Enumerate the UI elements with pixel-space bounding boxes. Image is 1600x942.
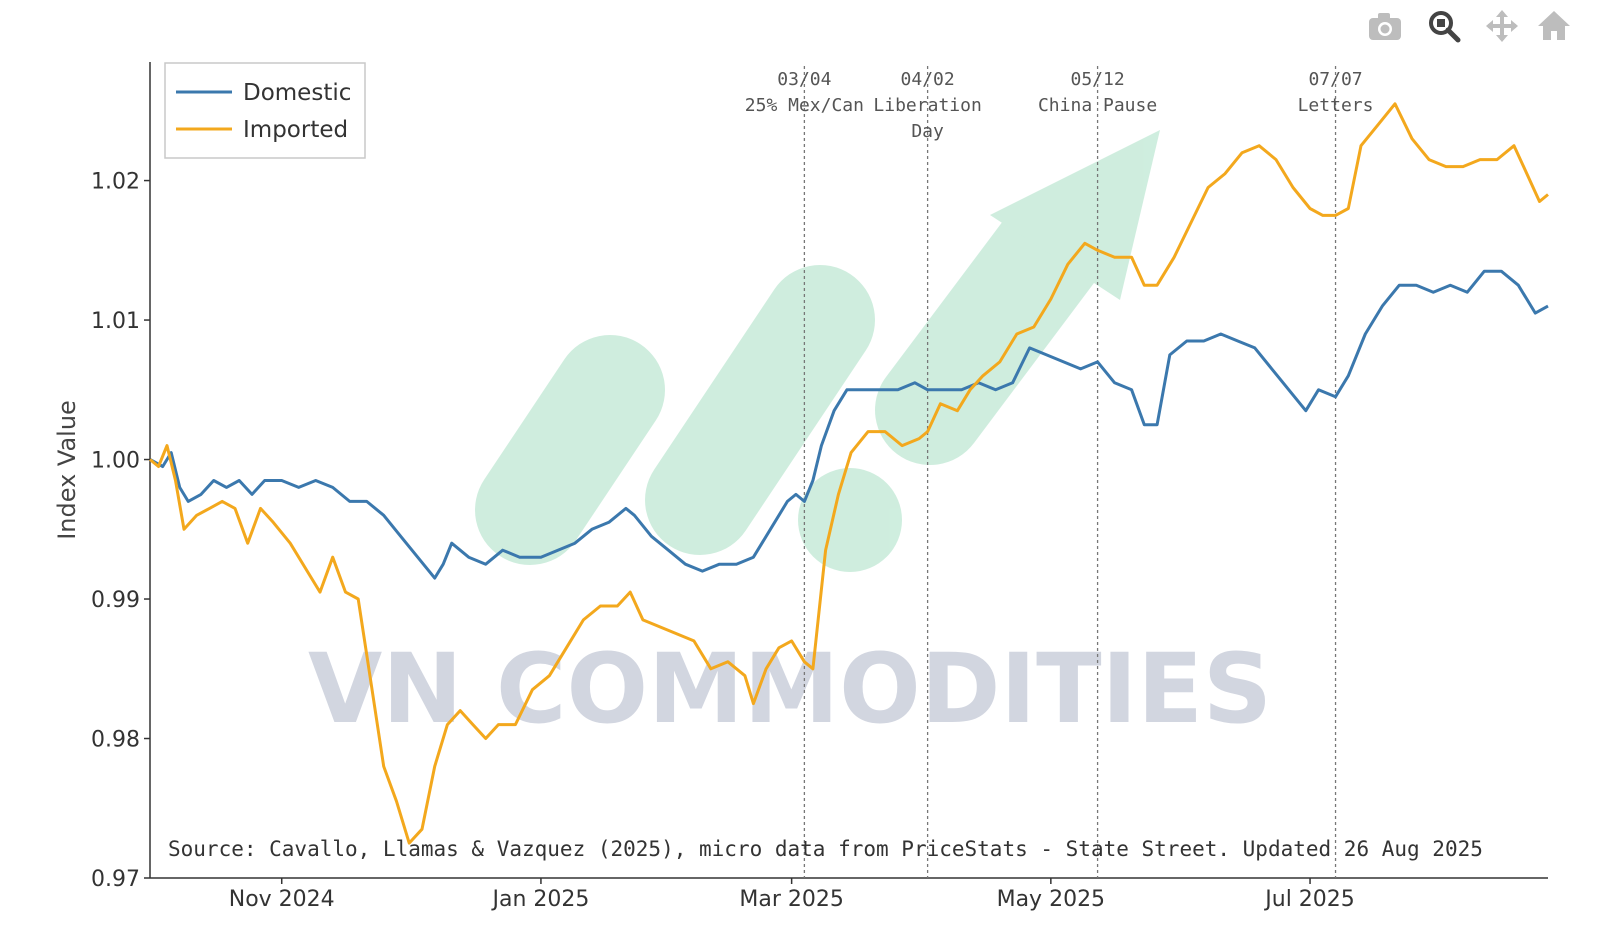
legend-label-domestic: Domestic xyxy=(243,80,351,106)
annotation-label: 25% Mex/Can xyxy=(745,95,864,116)
y-tick-label: 1.02 xyxy=(91,170,140,195)
y-axis-label: Index Value xyxy=(53,400,81,540)
x-tick-label: Mar 2025 xyxy=(739,887,844,912)
watermark: VN COMMODITIES xyxy=(308,130,1272,745)
series-line-imported xyxy=(149,102,1549,845)
legend-box xyxy=(164,62,366,159)
legend: Domestic Imported xyxy=(164,62,366,159)
y-tick-label: 0.97 xyxy=(91,867,140,892)
annotation-label: Liberation xyxy=(873,95,981,116)
source-note: Source: Cavallo, Llamas & Vazquez (2025)… xyxy=(168,837,1483,861)
y-tick-label: 1.01 xyxy=(91,309,140,334)
home-icon[interactable] xyxy=(1538,11,1570,40)
annotation-label: 07/07 xyxy=(1308,69,1362,90)
x-tick-label: May 2025 xyxy=(997,887,1105,912)
annotation-label: Day xyxy=(911,121,944,142)
annotation-label: Letters xyxy=(1298,95,1374,116)
x-tick-label: Jul 2025 xyxy=(1263,887,1355,912)
watermark-text: VN COMMODITIES xyxy=(308,633,1272,745)
y-tick-label: 1.00 xyxy=(91,449,140,474)
x-tick-label: Jan 2025 xyxy=(490,887,589,912)
modebar xyxy=(1369,10,1570,43)
camera-icon[interactable] xyxy=(1369,13,1401,40)
y-tick-label: 0.98 xyxy=(91,728,140,753)
pan-icon[interactable] xyxy=(1486,10,1518,42)
series-lines xyxy=(149,102,1549,845)
annotation-label: China Pause xyxy=(1038,95,1157,116)
annotation-label: 04/02 xyxy=(901,69,955,90)
legend-label-imported: Imported xyxy=(243,117,348,143)
series-line-domestic xyxy=(149,269,1549,580)
watermark-logo xyxy=(475,130,1160,572)
y-ticks: 0.97 0.98 0.99 1.00 1.01 1.02 xyxy=(91,170,150,892)
axes: 0.97 0.98 0.99 1.00 1.01 1.02 Nov 2024 Jan 202… xyxy=(53,62,1548,912)
x-tick-label: Nov 2024 xyxy=(229,887,335,912)
x-ticks: Nov 2024 Jan 2025 Mar 2025 May 2025 Jul 2025 xyxy=(229,878,1355,912)
zoom-icon[interactable] xyxy=(1429,11,1461,43)
y-tick-label: 0.99 xyxy=(91,588,140,613)
annotation-label: 03/04 xyxy=(777,69,831,90)
annotation-label: 05/12 xyxy=(1070,69,1124,90)
event-annotations: 03/04 25% Mex/Can 04/02 Liberation Day 05/12 C… xyxy=(745,66,1374,878)
